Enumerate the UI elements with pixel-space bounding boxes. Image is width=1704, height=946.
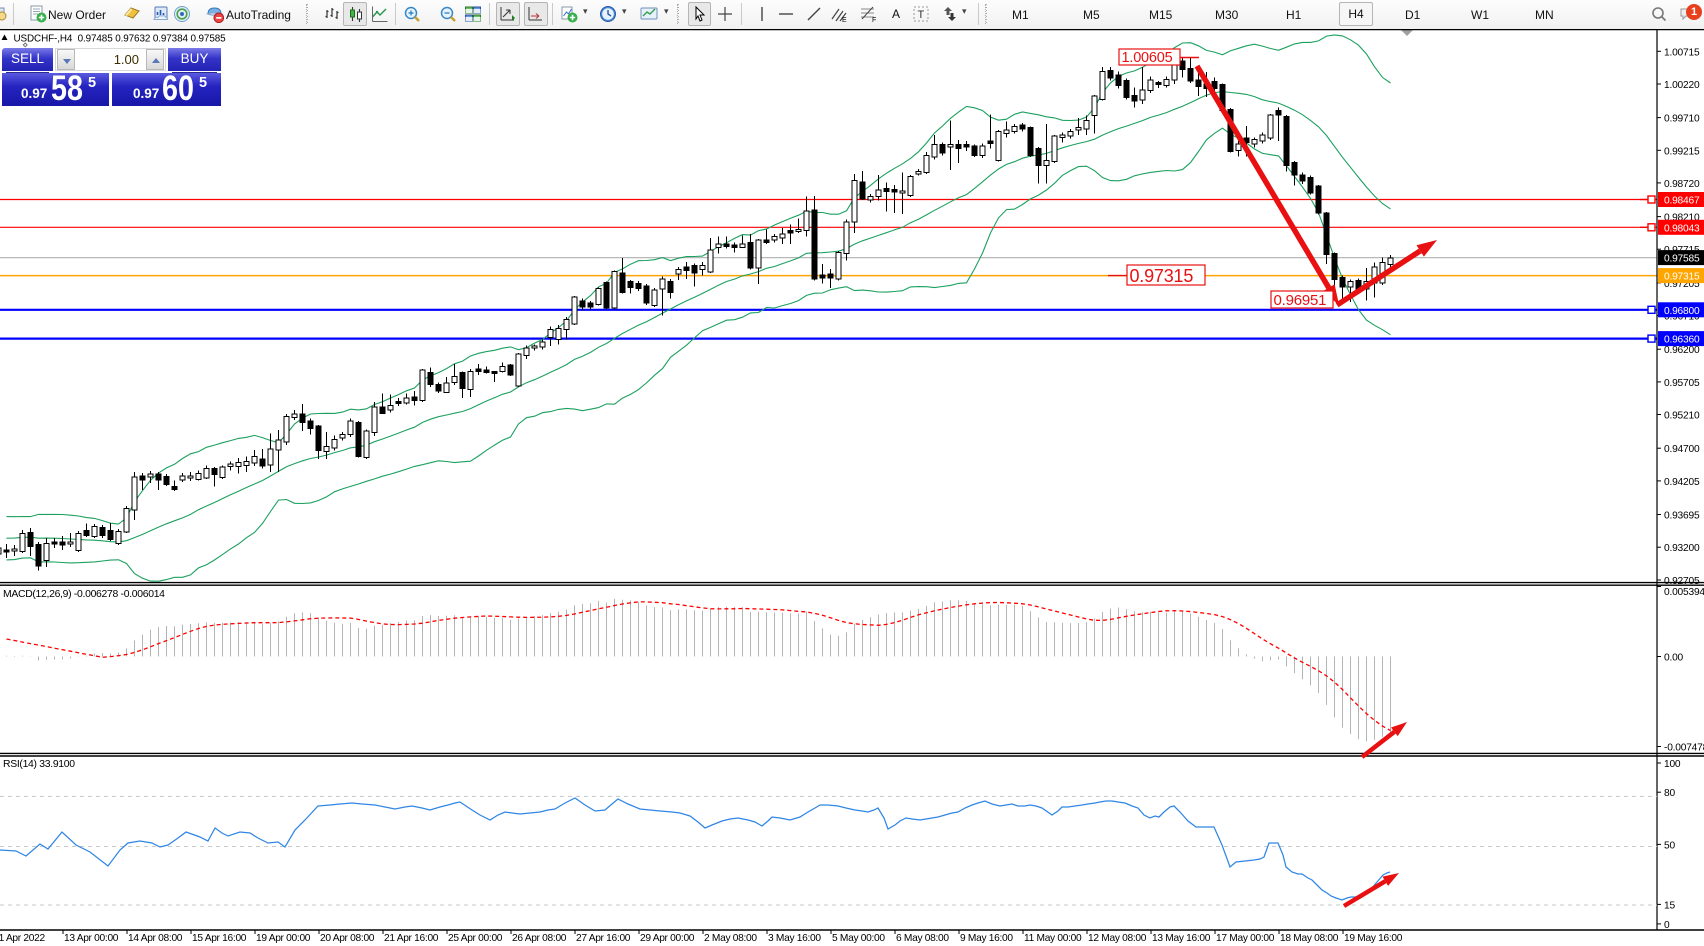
svg-text:0.96800: 0.96800: [1664, 306, 1700, 317]
svg-text:26 Apr 08:00: 26 Apr 08:00: [512, 933, 567, 944]
svg-text:18 May 08:00: 18 May 08:00: [1280, 933, 1339, 944]
svg-text:0.98210: 0.98210: [1664, 213, 1700, 224]
svg-text:29 Apr 00:00: 29 Apr 00:00: [640, 933, 695, 944]
svg-text:T: T: [918, 9, 925, 21]
svg-text:19 May 16:00: 19 May 16:00: [1344, 933, 1403, 944]
svg-text:0.005394: 0.005394: [1664, 587, 1704, 598]
svg-text:15: 15: [1664, 900, 1675, 911]
svg-text:0.99215: 0.99215: [1664, 146, 1700, 157]
svg-text:13 May 16:00: 13 May 16:00: [1152, 933, 1211, 944]
svg-text:27 Apr 16:00: 27 Apr 16:00: [576, 933, 631, 944]
svg-text:0.98720: 0.98720: [1664, 179, 1700, 190]
svg-text:1.00605: 1.00605: [1122, 50, 1173, 66]
svg-text:80: 80: [1664, 788, 1675, 799]
svg-text:0.93200: 0.93200: [1664, 543, 1700, 554]
svg-text:0.96951: 0.96951: [1274, 292, 1327, 309]
svg-text:19 Apr 00:00: 19 Apr 00:00: [256, 933, 311, 944]
svg-text:11 May 00:00: 11 May 00:00: [1024, 933, 1082, 944]
svg-text:20 Apr 08:00: 20 Apr 08:00: [320, 933, 375, 944]
svg-text:2 May 08:00: 2 May 08:00: [704, 933, 757, 944]
svg-text:USDCHF-,H4 0.97485 0.97632 0.: USDCHF-,H4 0.97485 0.97632 0.97384 0.975…: [14, 34, 227, 45]
svg-text:RSI(14) 33.9100: RSI(14) 33.9100: [3, 759, 75, 770]
svg-text:0.00: 0.00: [1664, 653, 1684, 664]
svg-text:0.93695: 0.93695: [1664, 511, 1700, 522]
svg-text:13 Apr 00:00: 13 Apr 00:00: [64, 933, 119, 944]
svg-text:25 Apr 00:00: 25 Apr 00:00: [448, 933, 503, 944]
svg-text:E: E: [842, 17, 847, 23]
svg-text:12 May 08:00: 12 May 08:00: [1088, 933, 1147, 944]
svg-text:0.97315: 0.97315: [1130, 266, 1194, 286]
svg-text:F: F: [872, 17, 876, 23]
svg-text:1.00220: 1.00220: [1664, 80, 1700, 91]
svg-text:9 May 16:00: 9 May 16:00: [960, 933, 1013, 944]
svg-text:15 Apr 16:00: 15 Apr 16:00: [192, 933, 247, 944]
svg-text:0.92705: 0.92705: [1664, 576, 1700, 587]
svg-text:0.96360: 0.96360: [1664, 335, 1700, 346]
svg-text:14 Apr 08:00: 14 Apr 08:00: [128, 933, 183, 944]
svg-text:17 May 00:00: 17 May 00:00: [1216, 933, 1275, 944]
svg-text:11 Apr 2022: 11 Apr 2022: [0, 933, 46, 944]
svg-text:0.94205: 0.94205: [1664, 477, 1700, 488]
svg-text:5 May 00:00: 5 May 00:00: [832, 933, 885, 944]
svg-text:21 Apr 16:00: 21 Apr 16:00: [384, 933, 439, 944]
svg-text:0.95210: 0.95210: [1664, 411, 1700, 422]
svg-text:100: 100: [1664, 759, 1681, 770]
svg-text:0.97315: 0.97315: [1664, 272, 1700, 283]
svg-text:-0.007478: -0.007478: [1664, 743, 1704, 754]
svg-text:0: 0: [1664, 920, 1670, 931]
svg-text:1.00715: 1.00715: [1664, 47, 1700, 58]
svg-text:0.96200: 0.96200: [1664, 345, 1700, 356]
svg-text:0.98467: 0.98467: [1664, 196, 1700, 207]
svg-text:MACD(12,26,9) -0.006278 -0.006: MACD(12,26,9) -0.006278 -0.006014: [3, 589, 165, 600]
svg-text:0.95705: 0.95705: [1664, 378, 1700, 389]
svg-text:0.98043: 0.98043: [1664, 223, 1700, 234]
svg-text:3 May 16:00: 3 May 16:00: [768, 933, 821, 944]
svg-text:50: 50: [1664, 840, 1675, 851]
svg-text:6 May 08:00: 6 May 08:00: [896, 933, 949, 944]
svg-text:0.99710: 0.99710: [1664, 114, 1700, 125]
svg-text:0.94700: 0.94700: [1664, 444, 1700, 455]
svg-text:0.97585: 0.97585: [1664, 254, 1700, 265]
svg-text:0.97205: 0.97205: [1664, 279, 1700, 290]
